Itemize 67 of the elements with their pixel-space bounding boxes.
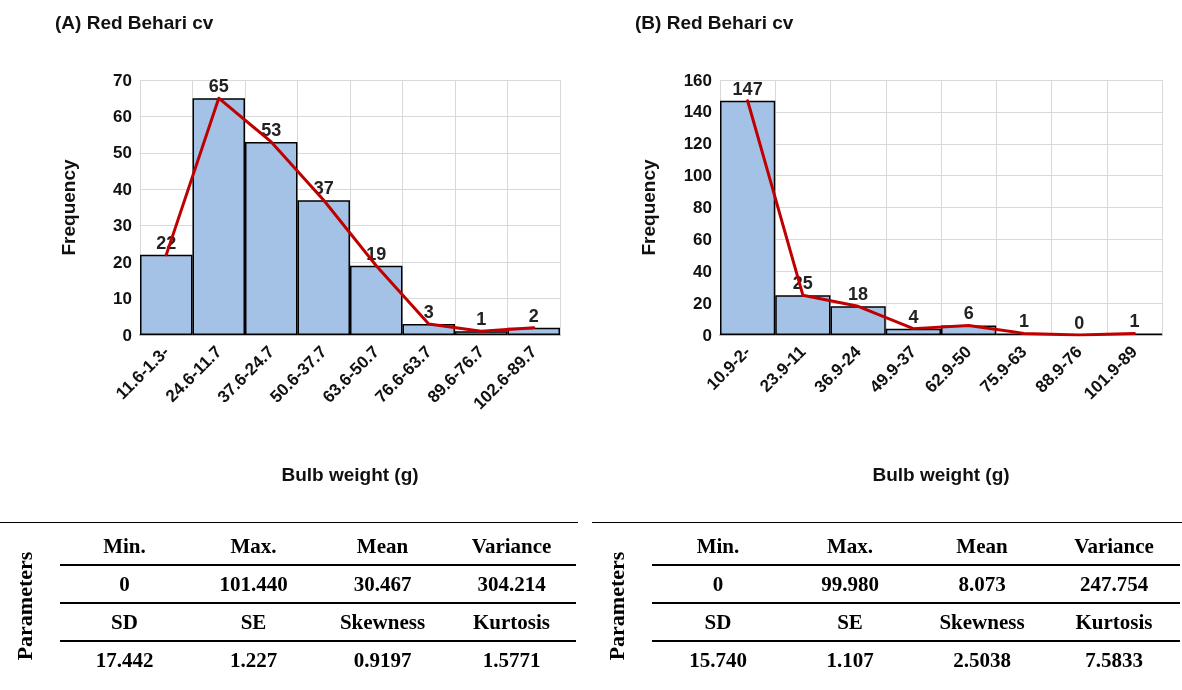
y-tick-label: 120 — [683, 134, 712, 154]
y-tick-label: 0 — [122, 325, 132, 345]
data-label: 18 — [848, 284, 869, 305]
data-label: 65 — [208, 76, 229, 97]
text: Kurtosis — [1048, 603, 1180, 641]
y-tick-label: 100 — [683, 166, 712, 186]
y-tick-label: 50 — [113, 143, 132, 163]
text: Max. — [189, 528, 318, 565]
text: 1.227 — [228, 646, 279, 674]
data-label: 0 — [1074, 313, 1085, 333]
y-tick-label: 80 — [693, 198, 712, 217]
text: 1.5771 — [481, 646, 542, 674]
y-tick-label: 30 — [113, 216, 132, 236]
data-label: 6 — [963, 303, 974, 324]
data-label: 1 — [1129, 311, 1140, 332]
text: Skewness — [916, 603, 1048, 641]
data-label: 4 — [908, 306, 919, 327]
text: 0.9197 — [352, 646, 413, 674]
y-tick-label: 160 — [683, 70, 712, 90]
text: 15.740 — [688, 646, 748, 674]
data-label: 1 — [476, 309, 487, 330]
y-tick-label: 40 — [113, 179, 132, 199]
y-tick-label: 20 — [113, 252, 132, 272]
text: 99.980 — [784, 565, 916, 603]
text: Mean — [916, 528, 1048, 565]
y-tick-label: 140 — [683, 102, 712, 122]
y-tick-label: 70 — [113, 70, 132, 90]
chart-title: (A) Red Behari cv — [55, 12, 214, 33]
text: Kurtosis — [447, 603, 576, 641]
text: SD — [652, 603, 784, 641]
chart-title: (B) Red Behari cv — [635, 12, 794, 33]
text: SE — [784, 603, 916, 641]
y-tick-label: 40 — [693, 261, 712, 281]
text: Variance — [1048, 528, 1180, 565]
text: 101.440 — [189, 565, 318, 603]
y-tick-label: 10 — [113, 289, 132, 309]
x-axis-title: Bulb weight (g) — [872, 464, 1010, 485]
x-axis-title: Bulb weight (g) — [281, 464, 419, 485]
text: 30.467 — [318, 565, 447, 603]
y-axis-title: Frequency — [58, 159, 79, 256]
text: Skewness — [318, 603, 447, 641]
y-tick-label: 20 — [693, 293, 712, 313]
text: Parameters — [604, 551, 630, 661]
text: Parameters — [12, 551, 38, 661]
text: SD — [60, 603, 189, 641]
data-label: 53 — [261, 119, 282, 140]
text: Max. — [784, 528, 916, 565]
data-label: 1 — [1018, 311, 1029, 332]
y-tick-label: 60 — [693, 229, 712, 249]
text: Min. — [652, 528, 784, 565]
y-axis-title: Frequency — [638, 159, 659, 256]
data-label: 147 — [732, 78, 763, 99]
text: Variance — [447, 528, 576, 565]
y-tick-label: 60 — [113, 106, 132, 126]
text: Min. — [60, 528, 189, 565]
text: 17.442 — [94, 646, 155, 674]
text: 1.107 — [825, 646, 875, 674]
y-tick-label: 0 — [702, 325, 712, 345]
text: SE — [189, 603, 318, 641]
text: 7.5833 — [1084, 646, 1144, 674]
text: 2.5038 — [952, 646, 1012, 674]
text: 247.754 — [1048, 565, 1180, 603]
text: 8.073 — [916, 565, 1048, 603]
data-label: 2 — [528, 305, 539, 326]
text: Mean — [318, 528, 447, 565]
text: 304.214 — [447, 565, 576, 603]
data-label: 3 — [423, 302, 434, 323]
